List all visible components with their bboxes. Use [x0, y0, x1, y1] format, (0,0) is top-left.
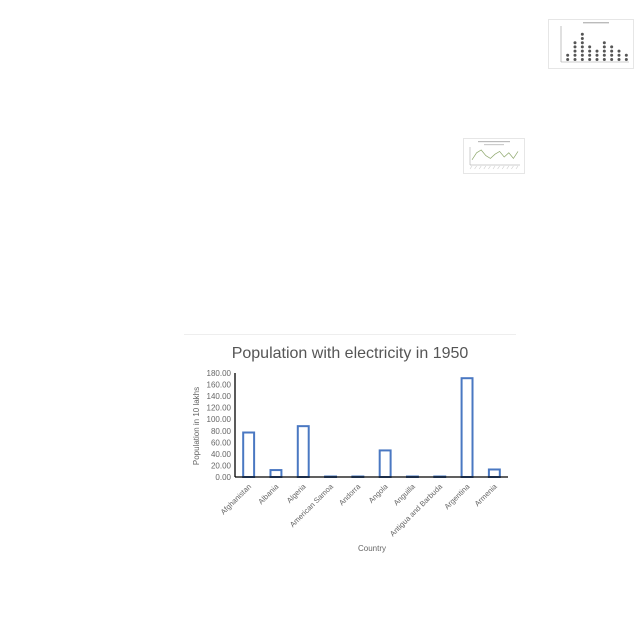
thumb-tick-placeholder — [506, 165, 510, 170]
thumb-dot — [588, 49, 592, 53]
x-tick-label: Algeria — [285, 481, 308, 504]
y-tick-label: 180.00 — [207, 369, 232, 378]
bar — [269, 469, 283, 478]
thumb-tick-placeholder — [469, 165, 473, 170]
thumb-line-series — [471, 149, 519, 160]
thumb-dot — [573, 53, 577, 57]
thumb-dot — [580, 41, 584, 45]
thumb-dot — [580, 49, 584, 53]
thumb-tick-placeholder — [501, 165, 505, 170]
thumb-dot — [617, 49, 621, 53]
y-axis-tick-labels: 0.00 20.00 40.00 60.00 80.00 100.00 120.00 140.… — [207, 369, 232, 482]
thumb-dot — [580, 53, 584, 57]
y-tick-label: 40.00 — [211, 450, 232, 459]
thumb-tick-placeholder — [492, 165, 496, 170]
y-tick-label: 100.00 — [207, 415, 232, 424]
x-tick-label: Anguilla — [392, 481, 418, 507]
bar — [296, 425, 310, 478]
dot-plot-thumbnail-svg — [560, 22, 629, 63]
y-tick-label: 140.00 — [207, 392, 232, 401]
thumb-title-placeholder — [478, 141, 510, 143]
thumb-dot — [573, 49, 577, 53]
x-axis-title: Country — [358, 544, 386, 553]
thumb-dot — [580, 58, 584, 61]
chart-title: Population with electricity in 1950 — [232, 345, 469, 362]
thumb-dot — [602, 45, 606, 49]
line-chart-thumbnail-svg — [469, 141, 520, 170]
thumb-dot — [595, 53, 599, 57]
thumb-dot — [602, 41, 606, 45]
thumb-tick-placeholder — [511, 165, 514, 170]
bar-chart-panel: Population with electricity in 1950 Popu… — [184, 334, 516, 565]
thumb-dot — [624, 58, 628, 61]
thumb-dot — [573, 45, 577, 49]
thumb-dot — [573, 41, 577, 45]
y-tick-label: 160.00 — [207, 381, 232, 390]
bar-series — [242, 377, 501, 479]
thumb-dot — [595, 49, 599, 53]
thumb-dot — [610, 58, 614, 61]
thumb-dot — [610, 53, 614, 57]
thumb-dot — [566, 53, 570, 57]
thumb-dot — [588, 58, 592, 61]
x-tick-label: Angola — [367, 481, 390, 504]
bar — [378, 449, 392, 479]
thumb-dot — [566, 58, 570, 61]
y-tick-label: 20.00 — [211, 461, 232, 470]
thumb-dot — [617, 53, 621, 57]
bar — [242, 431, 256, 478]
x-tick-label: Argentina — [442, 481, 472, 511]
y-axis-title: Population in 10 lakhs — [192, 387, 201, 465]
thumb-dot — [602, 53, 606, 57]
x-tick-label: Andorra — [337, 481, 363, 507]
thumb-dot — [580, 37, 584, 40]
y-tick-label: 60.00 — [211, 438, 232, 447]
thumb-dot — [573, 58, 577, 61]
thumb-title-placeholder — [583, 22, 609, 24]
thumb-dot — [610, 45, 614, 49]
bar — [487, 468, 501, 479]
thumb-dot — [610, 49, 614, 53]
dot-plot-thumbnail[interactable] — [548, 19, 634, 69]
thumb-tick-placeholder — [497, 165, 500, 170]
y-tick-label: 120.00 — [207, 404, 232, 413]
x-tick-label: Armenia — [473, 481, 500, 508]
thumb-dot — [580, 32, 584, 36]
thumb-dot — [617, 58, 621, 61]
thumb-dot — [595, 58, 599, 61]
thumb-dot — [580, 45, 584, 49]
thumb-tick-placeholder — [483, 165, 487, 170]
thumb-dot — [588, 53, 592, 57]
bar-chart: Population with electricity in 1950 Popu… — [192, 345, 508, 553]
bar — [460, 377, 474, 479]
line-chart-thumbnail[interactable] — [463, 138, 525, 174]
thumb-tick-placeholder — [478, 165, 482, 170]
y-tick-label: 0.00 — [215, 473, 231, 482]
x-tick-label: Albania — [256, 481, 281, 506]
thumb-dot — [588, 45, 592, 49]
thumb-dot — [602, 58, 606, 61]
thumb-dot — [624, 53, 628, 57]
thumb-subtitle-placeholder — [484, 144, 504, 146]
thumb-tick-placeholder — [474, 165, 477, 170]
y-tick-label: 80.00 — [211, 427, 232, 436]
thumb-tick-placeholder — [488, 165, 491, 170]
x-tick-label: Antigua and Barbuda — [388, 481, 445, 538]
x-tick-label: Afghanistan — [219, 482, 253, 516]
thumb-dot — [602, 49, 606, 53]
thumb-tick-placeholder — [515, 165, 519, 170]
